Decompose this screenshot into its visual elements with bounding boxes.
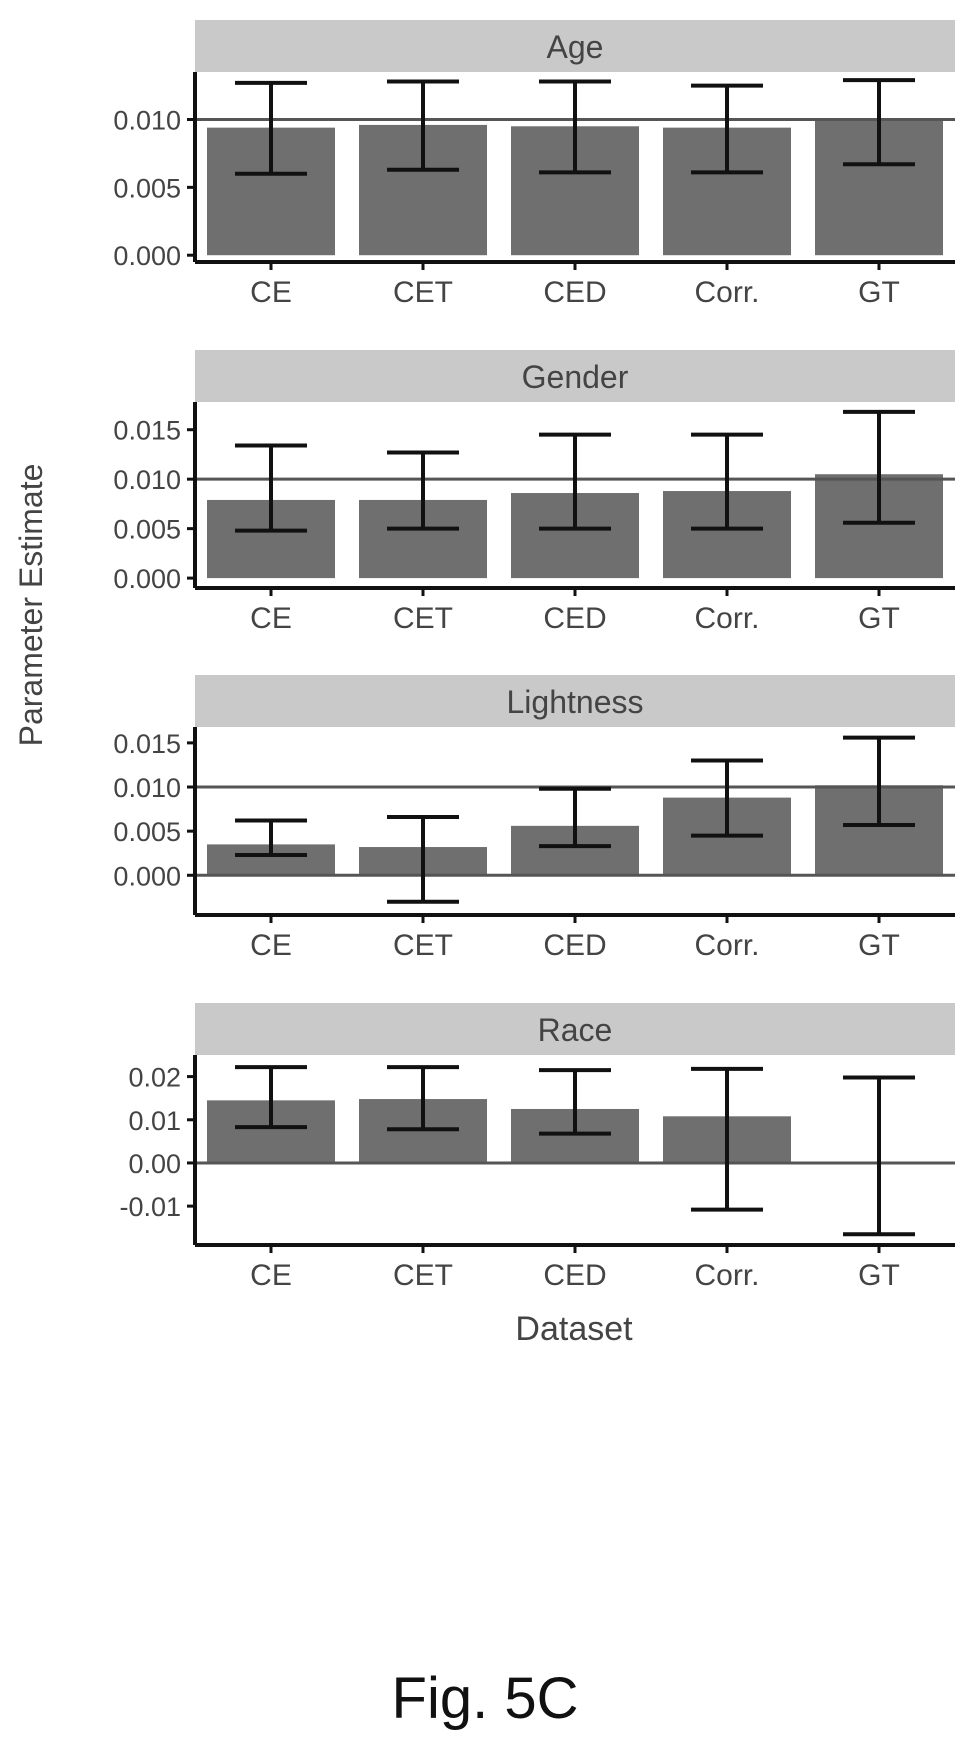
x-tick-label: Corr. <box>694 602 759 635</box>
y-tick-label: 0.000 <box>113 861 181 891</box>
x-axis-label: Dataset <box>515 1310 633 1348</box>
x-tick-label: CED <box>543 276 606 309</box>
facet-strip <box>195 675 955 727</box>
x-tick-label: CED <box>543 929 606 962</box>
y-axis-label: Parameter Estimate <box>13 464 49 747</box>
y-tick-label: 0.005 <box>113 515 181 545</box>
panel-gender: Gender 0.000 0.005 0.010 0.015 CE CET CED Corr. G… <box>113 350 955 635</box>
y-tick-label: -0.01 <box>119 1192 181 1222</box>
panel-lightness: Lightness 0.000 0.005 0.010 0.015 CE CET CED Cor… <box>113 675 955 962</box>
facet-title: Gender <box>522 359 629 395</box>
facet-title: Lightness <box>507 684 644 720</box>
y-tick-label: 0.01 <box>128 1106 181 1136</box>
panel-age: Age 0.000 0.005 0.010 CE CET CED Corr. GT <box>113 20 955 309</box>
y-tick-label: 0.02 <box>128 1063 181 1093</box>
x-tick-label: CET <box>393 602 453 635</box>
x-tick-label: CE <box>250 276 292 309</box>
y-tick-label: 0.015 <box>113 416 181 446</box>
x-tick-label: CE <box>250 929 292 962</box>
y-tick-label: 0.000 <box>113 564 181 594</box>
x-tick-label: GT <box>858 929 900 962</box>
facet-strip <box>195 350 955 402</box>
x-tick-label: CET <box>393 276 453 309</box>
x-tick-label: GT <box>858 602 900 635</box>
facet-title: Age <box>547 29 604 65</box>
y-tick-label: 0.015 <box>113 729 181 759</box>
figure-caption: Fig. 5C <box>392 1666 579 1731</box>
x-tick-label: CED <box>543 602 606 635</box>
x-tick-label: Corr. <box>694 276 759 309</box>
facet-strip <box>195 20 955 72</box>
x-tick-label: GT <box>858 276 900 309</box>
x-tick-label: CE <box>250 1259 292 1292</box>
facet-title: Race <box>538 1012 613 1048</box>
y-tick-label: 0.010 <box>113 465 181 495</box>
facet-panels: Age 0.000 0.005 0.010 CE CET CED Corr. GT Gender 0… <box>113 20 955 1292</box>
y-tick-label: 0.005 <box>113 173 181 203</box>
panel-race: Race -0.01 0.00 0.01 0.02 CE CET CED Corr. GT <box>119 1003 955 1292</box>
x-tick-label: CET <box>393 1259 453 1292</box>
x-tick-label: GT <box>858 1259 900 1292</box>
x-tick-label: Corr. <box>694 929 759 962</box>
x-tick-label: CE <box>250 602 292 635</box>
x-tick-label: CED <box>543 1259 606 1292</box>
y-tick-label: 0.005 <box>113 817 181 847</box>
y-tick-label: 0.000 <box>113 241 181 271</box>
x-tick-label: CET <box>393 929 453 962</box>
x-tick-label: Corr. <box>694 1259 759 1292</box>
y-tick-label: 0.010 <box>113 106 181 136</box>
y-tick-label: 0.00 <box>128 1149 181 1179</box>
facet-strip <box>195 1003 955 1055</box>
y-tick-label: 0.010 <box>113 773 181 803</box>
